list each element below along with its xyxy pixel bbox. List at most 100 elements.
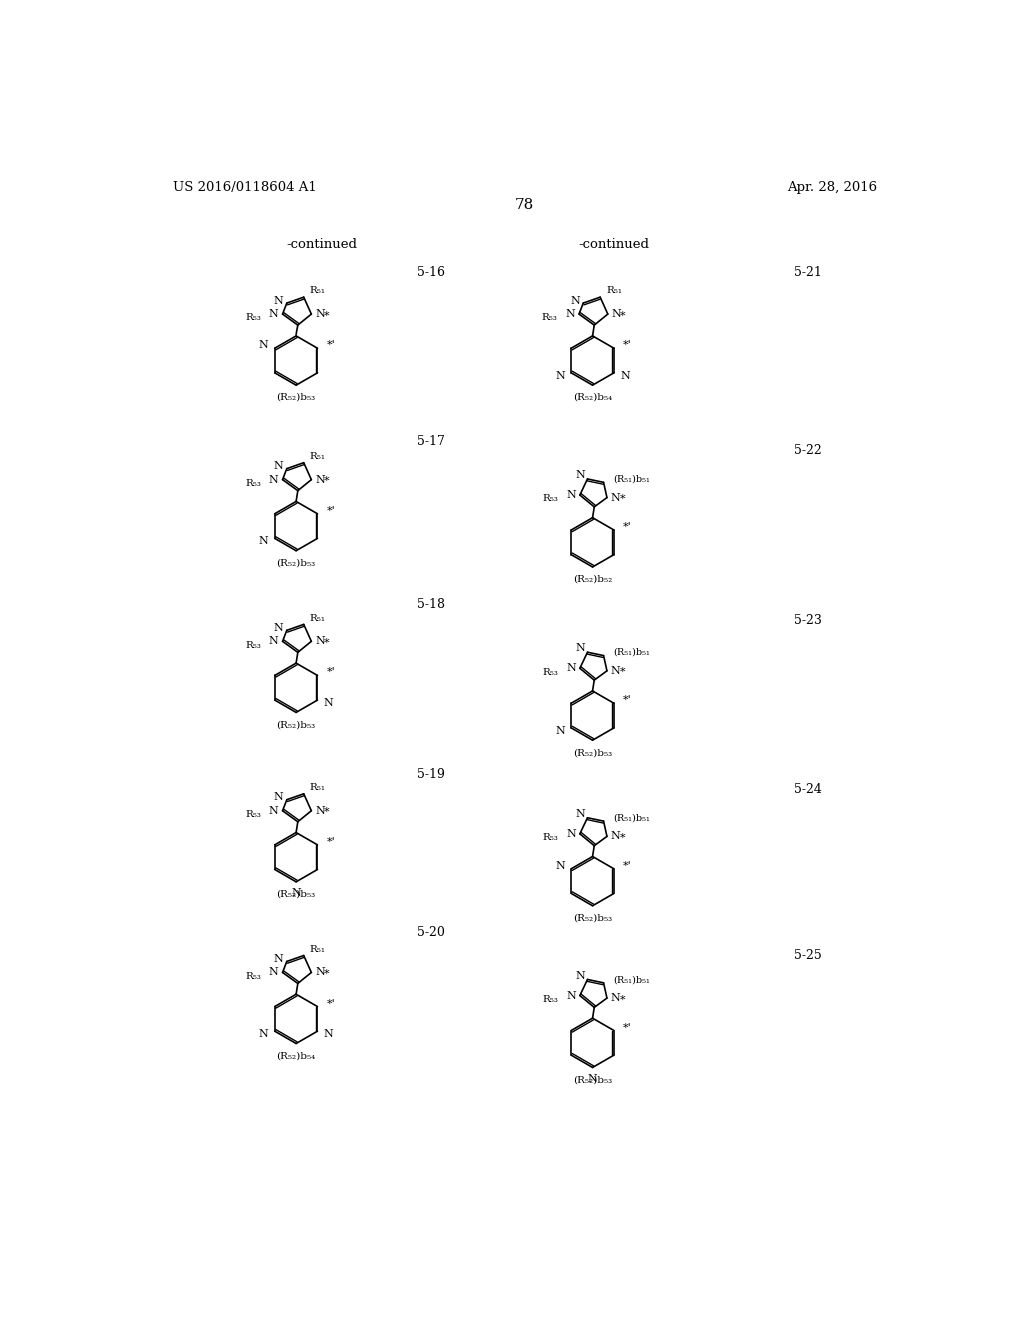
- Text: 5-16: 5-16: [417, 265, 445, 279]
- Text: N: N: [315, 968, 325, 977]
- Text: *: *: [620, 833, 625, 843]
- Text: *: *: [620, 995, 625, 1005]
- Text: N: N: [315, 475, 325, 484]
- Text: N: N: [566, 663, 577, 673]
- Text: *': *': [624, 341, 632, 350]
- Text: N: N: [555, 861, 565, 871]
- Text: N: N: [315, 805, 325, 816]
- Text: N: N: [269, 475, 279, 484]
- Text: N: N: [566, 990, 577, 1001]
- Text: N: N: [610, 492, 621, 503]
- Text: *: *: [324, 638, 330, 648]
- Text: N: N: [259, 536, 268, 546]
- Text: N: N: [269, 805, 279, 816]
- Text: N: N: [570, 296, 581, 306]
- Text: N: N: [259, 341, 268, 350]
- Text: 78: 78: [515, 198, 535, 211]
- Text: (R₅₂)b₅₃: (R₅₂)b₅₃: [276, 393, 315, 403]
- Text: N: N: [555, 371, 565, 381]
- Text: *: *: [621, 310, 626, 321]
- Text: N: N: [566, 490, 577, 500]
- Text: N: N: [575, 809, 585, 818]
- Text: 5-22: 5-22: [795, 445, 822, 458]
- Text: N: N: [575, 470, 585, 480]
- Text: R₅₃: R₅₃: [245, 640, 261, 649]
- Text: 5-21: 5-21: [795, 265, 822, 279]
- Text: N: N: [274, 296, 284, 306]
- Text: R₅₃: R₅₃: [245, 479, 261, 488]
- Text: 5-25: 5-25: [795, 949, 822, 962]
- Text: *': *': [624, 861, 632, 871]
- Text: (R₅₁)b₅₁: (R₅₁)b₅₁: [612, 975, 649, 985]
- Text: N: N: [274, 792, 284, 803]
- Text: (R₅₂)b₅₃: (R₅₂)b₅₃: [573, 748, 612, 758]
- Text: N: N: [610, 665, 621, 676]
- Text: N: N: [315, 636, 325, 647]
- Text: 5-24: 5-24: [795, 783, 822, 796]
- Text: N: N: [565, 309, 575, 319]
- Text: R₅₃: R₅₃: [543, 668, 558, 677]
- Text: (R₅₁)b₅₁: (R₅₁)b₅₁: [612, 475, 649, 483]
- Text: US 2016/0118604 A1: US 2016/0118604 A1: [173, 181, 316, 194]
- Text: (R₅₂)b₅₄: (R₅₂)b₅₄: [573, 393, 612, 403]
- Text: R₅₃: R₅₃: [245, 810, 261, 820]
- Text: N: N: [555, 726, 565, 737]
- Text: (R₅₂)b₅₃: (R₅₂)b₅₃: [276, 890, 315, 899]
- Text: (R₅₂)b₅₂: (R₅₂)b₅₂: [573, 574, 612, 583]
- Text: *': *': [327, 837, 336, 846]
- Text: 5-19: 5-19: [417, 768, 444, 781]
- Text: 5-23: 5-23: [795, 614, 822, 627]
- Text: N: N: [274, 623, 284, 634]
- Text: N: N: [611, 309, 622, 319]
- Text: R₅₃: R₅₃: [543, 833, 558, 842]
- Text: N: N: [274, 954, 284, 964]
- Text: R₅₁: R₅₁: [310, 451, 326, 461]
- Text: N: N: [575, 970, 585, 981]
- Text: N: N: [269, 968, 279, 977]
- Text: *: *: [324, 969, 330, 979]
- Text: (R₅₂)b₅₃: (R₅₂)b₅₃: [573, 913, 612, 923]
- Text: N: N: [269, 309, 279, 319]
- Text: *: *: [620, 668, 625, 677]
- Text: R₅₃: R₅₃: [543, 995, 558, 1005]
- Text: *': *': [327, 506, 336, 516]
- Text: N: N: [259, 1030, 268, 1039]
- Text: *': *': [624, 696, 632, 705]
- Text: (R₅₁)b₅₁: (R₅₁)b₅₁: [612, 813, 649, 822]
- Text: Apr. 28, 2016: Apr. 28, 2016: [787, 181, 878, 194]
- Text: (R₅₂)b₅₃: (R₅₂)b₅₃: [276, 558, 315, 568]
- Text: *': *': [327, 998, 336, 1008]
- Text: R₅₁: R₅₁: [310, 945, 326, 954]
- Text: N: N: [621, 371, 630, 381]
- Text: N: N: [610, 832, 621, 841]
- Text: N: N: [274, 461, 284, 471]
- Text: N: N: [575, 643, 585, 653]
- Text: *': *': [327, 341, 336, 350]
- Text: *: *: [324, 477, 330, 486]
- Text: N: N: [291, 888, 301, 898]
- Text: 5-17: 5-17: [417, 436, 444, 449]
- Text: N: N: [324, 698, 334, 708]
- Text: 5-18: 5-18: [417, 598, 445, 611]
- Text: *': *': [624, 1023, 632, 1032]
- Text: (R₅₂)b₅₃: (R₅₂)b₅₃: [573, 1076, 612, 1084]
- Text: (R₅₂)b₅₄: (R₅₂)b₅₄: [276, 1051, 315, 1060]
- Text: R₅₁: R₅₁: [606, 286, 623, 296]
- Text: R₅₃: R₅₃: [245, 313, 261, 322]
- Text: 5-20: 5-20: [417, 925, 444, 939]
- Text: -continued: -continued: [286, 238, 357, 251]
- Text: (R₅₁)b₅₁: (R₅₁)b₅₁: [612, 648, 649, 657]
- Text: *: *: [324, 808, 330, 817]
- Text: R₅₁: R₅₁: [310, 783, 326, 792]
- Text: R₅₁: R₅₁: [310, 614, 326, 623]
- Text: N: N: [566, 829, 577, 838]
- Text: N: N: [324, 1030, 334, 1039]
- Text: *': *': [327, 668, 336, 677]
- Text: N: N: [269, 636, 279, 647]
- Text: N: N: [315, 309, 325, 319]
- Text: R₅₁: R₅₁: [310, 286, 326, 296]
- Text: -continued: -continued: [579, 238, 649, 251]
- Text: R₅₃: R₅₃: [543, 495, 558, 503]
- Text: *: *: [620, 494, 625, 504]
- Text: (R₅₂)b₅₃: (R₅₂)b₅₃: [276, 721, 315, 729]
